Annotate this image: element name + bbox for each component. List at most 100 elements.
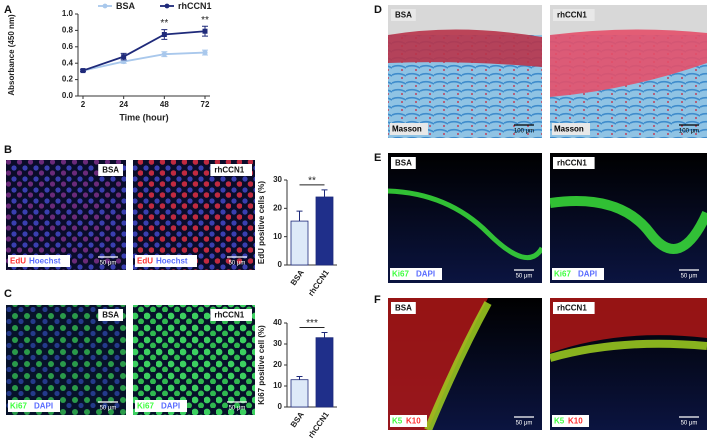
x-tick-label: rhCCN1: [306, 410, 331, 439]
panel-letter: F: [374, 294, 381, 306]
x-tick-label: 24: [119, 100, 128, 109]
stain-label: DAPI: [578, 270, 597, 279]
legend-marker: [102, 3, 108, 9]
micrograph: rhCCN1 Ki67 DAPI 50 μm: [133, 305, 255, 415]
y-tick-label: 30: [273, 175, 282, 184]
annotation: **: [160, 18, 168, 29]
annotation: ***: [306, 318, 318, 329]
stain-label: Hoechst: [156, 257, 188, 266]
scale-label: 50 μm: [516, 274, 533, 280]
legend-label: rhCCN1: [178, 1, 212, 11]
stain-label: K5: [392, 417, 403, 426]
data-point: [121, 54, 127, 60]
epidermis: [388, 188, 542, 260]
y-axis-label: EdU positive cells (%): [257, 181, 266, 264]
stain-box: [135, 400, 187, 412]
data-point: [202, 49, 208, 56]
y-axis-label: Ki67 positive cell (%): [257, 325, 266, 405]
k5-layer: [424, 301, 492, 430]
micrograph: rhCCN1 Masson 100 μm: [550, 5, 707, 138]
y-tick-label: 0.6: [62, 42, 74, 51]
stain-box: [390, 268, 442, 280]
micrograph-content: [388, 298, 542, 430]
error-bar: [321, 189, 328, 197]
error-bar: [296, 210, 303, 222]
panel-letter: E: [374, 152, 381, 164]
stain-label: Ki67: [392, 270, 409, 279]
image-label: rhCCN1: [557, 11, 587, 20]
y-tick-label: 0.4: [62, 58, 74, 67]
stain-label: K10: [406, 417, 421, 426]
image-bg: [6, 305, 126, 415]
error-bar: [296, 376, 303, 380]
label-box: [98, 164, 123, 176]
stain-label: DAPI: [34, 402, 53, 411]
image-label: rhCCN1: [214, 166, 244, 175]
image-bg: [133, 305, 255, 415]
micrograph: rhCCN1 K5 K10 50 μm: [550, 298, 707, 430]
y-tick-label: 10: [273, 381, 282, 390]
y-tick-label: 20: [273, 203, 282, 212]
y-axis-label: Absorbance (450 nm): [7, 14, 16, 96]
stain-box: [552, 123, 590, 135]
stain-label: Masson: [554, 125, 584, 134]
legend-label: BSA: [116, 1, 136, 11]
x-tick-label: 72: [201, 100, 210, 109]
micrograph: BSA Ki67 DAPI 50 μm: [6, 305, 126, 415]
image-label: BSA: [395, 159, 412, 168]
label-box: [391, 157, 416, 169]
micrograph: BSA EdU Hoechst 50 μm: [6, 160, 126, 270]
annotation: **: [308, 176, 316, 187]
epidermis: [550, 196, 707, 254]
x-tick-label: rhCCN1: [306, 268, 331, 298]
label-box: [391, 302, 416, 314]
image-label: rhCCN1: [214, 311, 244, 320]
bar: [290, 379, 309, 408]
micrograph-content: [6, 160, 126, 270]
image-bg: [133, 160, 255, 270]
scale-label: 100 μm: [679, 129, 699, 135]
panel-letter: A: [4, 4, 12, 16]
stain-box: [390, 123, 428, 135]
y-tick-label: 0: [278, 260, 283, 269]
data-point: [202, 28, 208, 34]
legend-marker: [164, 3, 170, 9]
y-tick-label: 0.8: [62, 26, 74, 35]
data-point: [80, 68, 86, 74]
micrograph-content: [550, 5, 707, 138]
epidermis: [550, 29, 707, 98]
image-label: BSA: [395, 304, 412, 313]
image-label: BSA: [102, 166, 119, 175]
y-tick-label: 0: [278, 402, 283, 411]
micrograph-content: [388, 153, 542, 283]
micrograph-content: [550, 298, 707, 430]
series-line: [82, 30, 206, 72]
stain-box: [135, 255, 197, 267]
scale-label: 50 μm: [229, 406, 246, 412]
label-box: [210, 309, 252, 321]
micrograph: BSA Ki67 DAPI 50 μm: [388, 153, 542, 283]
image-bg: [6, 160, 126, 270]
annotation: **: [201, 15, 209, 26]
stain-label: DAPI: [161, 402, 180, 411]
series-line: [82, 51, 206, 72]
stain-label: Ki67: [554, 270, 571, 279]
y-tick-label: 0.2: [62, 75, 74, 84]
micrograph-content: [388, 5, 542, 138]
micrograph: BSA K5 K10 50 μm: [388, 298, 542, 430]
label-box: [98, 309, 123, 321]
scale-label: 100 μm: [514, 129, 534, 135]
scale-label: 50 μm: [100, 261, 117, 267]
panel-letter: B: [4, 144, 12, 156]
micrograph: BSA Masson 100 μm: [388, 5, 542, 138]
image-label: rhCCN1: [557, 159, 587, 168]
stain-box: [552, 268, 604, 280]
image-label: rhCCN1: [557, 304, 587, 313]
x-axis-label: Time (hour): [119, 112, 168, 122]
label-box: [210, 164, 252, 176]
micrograph: rhCCN1 EdU Hoechst 50 μm: [133, 160, 255, 270]
stain-label: Ki67: [137, 402, 154, 411]
label-box: [553, 302, 595, 314]
scale-label: 50 μm: [100, 406, 117, 412]
